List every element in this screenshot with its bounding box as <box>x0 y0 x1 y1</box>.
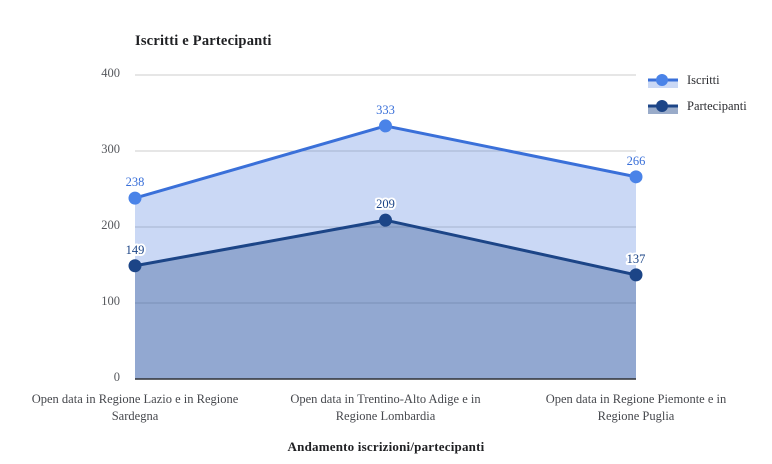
point-partecipanti-2[interactable] <box>629 268 643 282</box>
data-label-iscritti-0: 238 <box>126 175 145 189</box>
data-label-iscritti-1: 333 <box>376 103 395 117</box>
chart-title: Iscritti e Partecipanti <box>135 33 272 49</box>
point-iscritti-1[interactable] <box>379 119 392 133</box>
x-category-label-1: Open data in Trentino-Alto Adige e in Re… <box>290 392 481 423</box>
point-iscritti-2[interactable] <box>629 170 643 184</box>
y-tick-label-400: 400 <box>101 66 120 80</box>
legend-label-partecipanti: Partecipanti <box>687 98 747 113</box>
legend-marker-iscritti-icon <box>648 73 678 88</box>
y-tick-label-0: 0 <box>113 370 120 384</box>
area-partecipanti <box>135 220 636 379</box>
data-label-partecipanti-0: 149 <box>126 243 145 257</box>
y-tick-label-200: 200 <box>101 218 120 232</box>
legend-item-iscritti[interactable]: Iscritti <box>648 69 747 91</box>
legend: Iscritti Partecipanti <box>648 69 747 117</box>
area-iscritti <box>135 125 636 379</box>
y-tick-label-300: 300 <box>101 142 120 156</box>
point-partecipanti-1[interactable] <box>379 213 392 227</box>
legend-item-partecipanti[interactable]: Partecipanti <box>648 95 747 117</box>
data-label-partecipanti-2: 137 <box>627 252 646 266</box>
x-axis-title: Andamento iscrizioni/partecipanti <box>287 439 485 454</box>
legend-marker-partecipanti-icon <box>648 99 678 114</box>
point-iscritti-0[interactable] <box>128 191 142 205</box>
y-tick-label-100: 100 <box>101 294 120 308</box>
legend-label-iscritti: Iscritti <box>687 72 720 87</box>
data-label-partecipanti-1: 209 <box>376 197 395 211</box>
x-category-label-0: Open data in Regione Lazio e in Regione … <box>31 392 239 423</box>
data-label-iscritti-2: 266 <box>627 154 646 168</box>
x-category-label-2: Open data in Regione Piemonte e in Regio… <box>545 392 727 423</box>
point-partecipanti-0[interactable] <box>128 259 142 273</box>
